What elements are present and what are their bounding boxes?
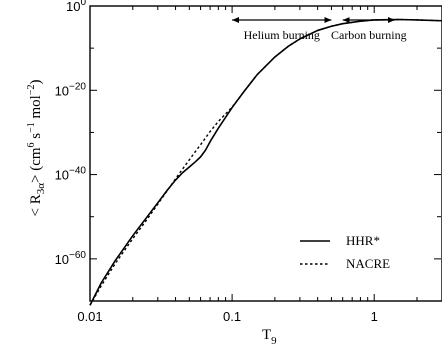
axis-ticks — [89, 5, 442, 302]
y-tick-label: 10−20 — [55, 81, 87, 98]
y-axis-title: < R3α> (cm6 s−1 mol−2) — [26, 80, 47, 217]
y-axis-title-sub: 3α — [35, 183, 47, 195]
x-tick-label: 0.1 — [223, 309, 241, 324]
y-axis-title-sup2: −1 — [26, 122, 37, 133]
y-axis-title-mid1: s — [28, 133, 44, 143]
y-axis-title-mid2: mol — [28, 95, 44, 122]
y-axis-title-end: ) — [28, 80, 44, 85]
y-tick-label: 10−60 — [55, 250, 87, 267]
annotation-label-carbon-burning: Carbon burning — [331, 28, 407, 42]
legend-label-nacre: NACRE — [346, 256, 390, 271]
y-axis-title-open: < R — [28, 194, 44, 216]
legend-label-hhr: HHR* — [346, 233, 380, 248]
y-tick-label: 10−40 — [55, 166, 87, 183]
annotations: Helium burning Carbon burning — [232, 17, 407, 42]
series-layer — [89, 18, 442, 306]
y-tick-label: 100 — [66, 0, 86, 14]
annotation-label-helium-burning: Helium burning — [244, 28, 320, 42]
axis-tick-labels: 0.01 0.1 1 100 10−20 10−40 10−60 — [55, 0, 378, 324]
x-axis-title: T9 — [262, 327, 277, 347]
x-axis-title-main: T — [262, 327, 271, 343]
x-axis-title-sub: 9 — [271, 335, 277, 347]
y-axis-title-sup3: −2 — [26, 85, 37, 96]
legend: HHR* NACRE — [300, 233, 390, 271]
y-axis-title-close: > (cm — [28, 147, 44, 183]
x-tick-label: 1 — [371, 309, 378, 324]
plot-frame — [89, 5, 442, 302]
y-axis-title-sup1: 6 — [26, 142, 37, 147]
series-line-hhr — [89, 18, 442, 306]
x-tick-label: 0.01 — [77, 309, 102, 324]
